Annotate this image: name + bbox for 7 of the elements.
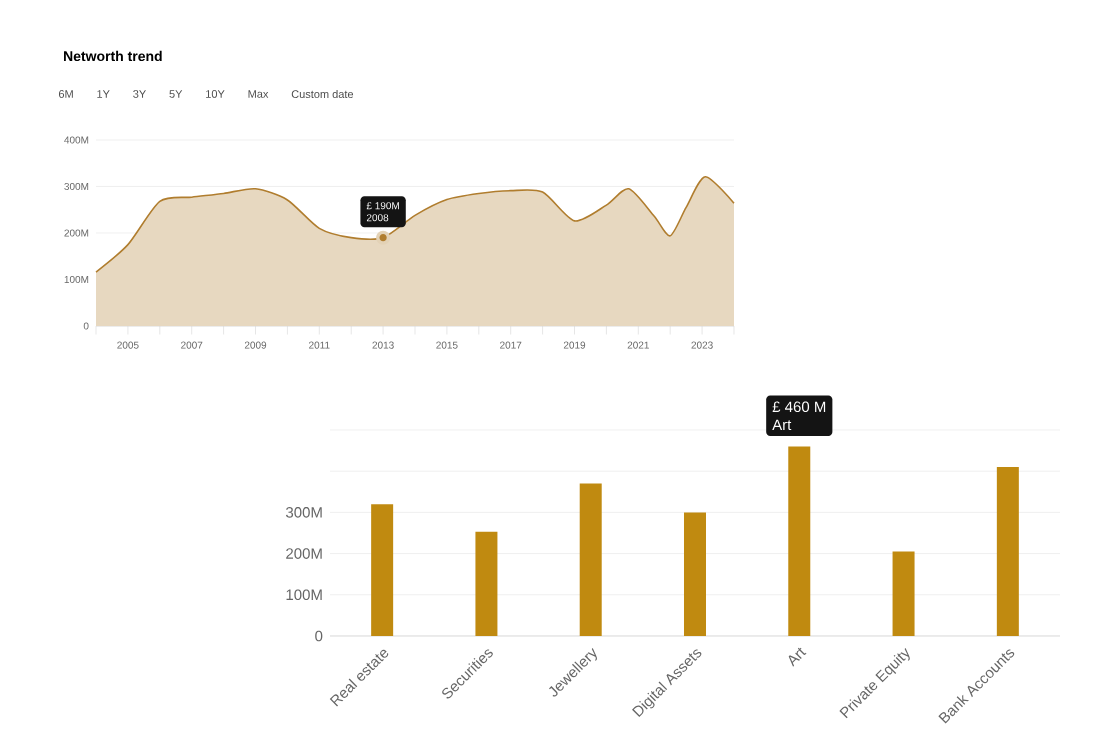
bar: [892, 551, 915, 636]
bar: [371, 504, 394, 636]
bar: [788, 446, 811, 636]
bar: [996, 467, 1019, 636]
bar: [683, 512, 706, 636]
bar: [579, 483, 602, 636]
bar: [475, 531, 498, 636]
